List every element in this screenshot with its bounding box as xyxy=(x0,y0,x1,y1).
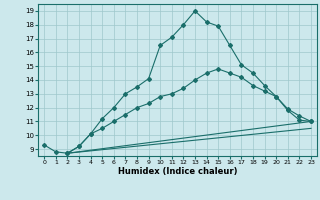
X-axis label: Humidex (Indice chaleur): Humidex (Indice chaleur) xyxy=(118,167,237,176)
